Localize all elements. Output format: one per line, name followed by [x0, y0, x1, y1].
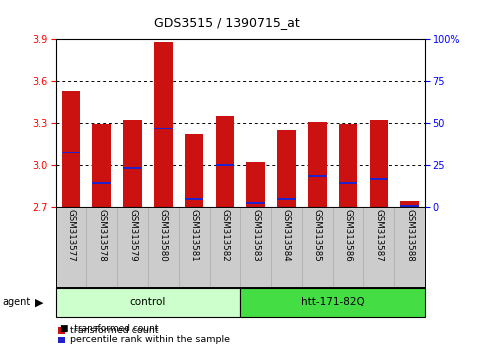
Text: GSM313585: GSM313585: [313, 210, 322, 262]
Bar: [62, 152, 80, 153]
Bar: [62, 91, 80, 207]
Bar: [215, 116, 234, 207]
Text: GSM313587: GSM313587: [374, 210, 384, 262]
Bar: [215, 164, 234, 166]
Bar: [154, 128, 172, 130]
Bar: [308, 122, 327, 207]
Bar: [246, 162, 265, 207]
Text: GSM313582: GSM313582: [220, 210, 229, 262]
Text: GSM313579: GSM313579: [128, 210, 137, 262]
Bar: [339, 124, 357, 207]
Text: GSM313584: GSM313584: [282, 210, 291, 262]
Bar: [123, 167, 142, 169]
Bar: [308, 176, 327, 177]
Text: GSM313577: GSM313577: [67, 210, 75, 262]
Bar: [277, 130, 296, 207]
Bar: [277, 198, 296, 200]
Bar: [246, 202, 265, 204]
Bar: [369, 120, 388, 207]
Text: ▶: ▶: [35, 297, 43, 307]
Text: control: control: [130, 297, 166, 307]
Text: GSM313586: GSM313586: [343, 210, 353, 262]
Text: agent: agent: [2, 297, 30, 307]
Text: transformed count: transformed count: [70, 326, 158, 335]
Text: GSM313588: GSM313588: [405, 210, 414, 262]
Text: GSM313578: GSM313578: [97, 210, 106, 262]
Bar: [400, 205, 419, 206]
Bar: [56, 288, 241, 317]
Bar: [123, 120, 142, 207]
Text: percentile rank within the sample: percentile rank within the sample: [70, 335, 230, 344]
Text: ■  transformed count: ■ transformed count: [60, 324, 159, 333]
Bar: [92, 124, 111, 207]
Bar: [400, 201, 419, 207]
Bar: [241, 288, 425, 317]
Bar: [185, 198, 203, 200]
Bar: [369, 178, 388, 180]
Bar: [339, 182, 357, 184]
Text: GSM313583: GSM313583: [251, 210, 260, 262]
Text: htt-171-82Q: htt-171-82Q: [301, 297, 365, 307]
Bar: [92, 182, 111, 184]
Text: GSM313581: GSM313581: [190, 210, 199, 262]
Text: GSM313580: GSM313580: [159, 210, 168, 262]
Text: GDS3515 / 1390715_at: GDS3515 / 1390715_at: [154, 16, 300, 29]
Bar: [185, 134, 203, 207]
Bar: [154, 42, 172, 207]
